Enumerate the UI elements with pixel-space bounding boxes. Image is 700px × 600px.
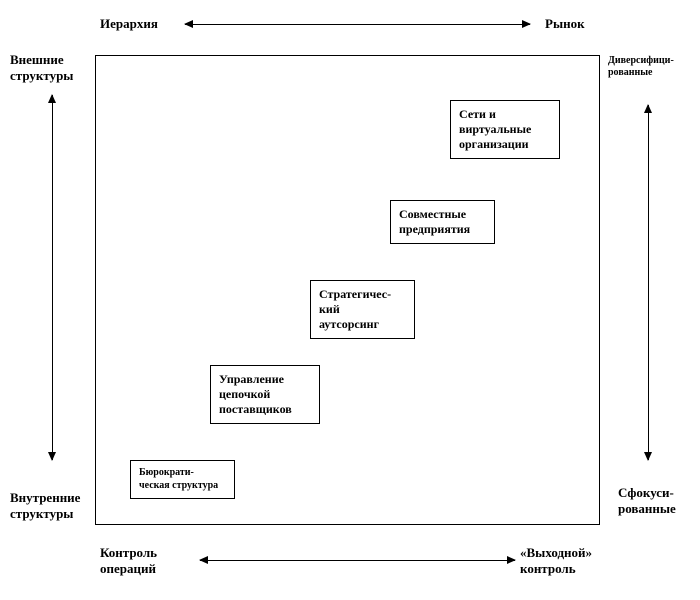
axis-left-top-label: Внешние структуры: [10, 52, 90, 83]
axis-bottom-left-label: Контроль операций: [100, 545, 180, 576]
node-supplychain: Управление цепочкой поставщиков: [210, 365, 320, 424]
node-bureaucracy: Бюрократи- ческая структура: [130, 460, 235, 499]
axis-top-left-label: Иерархия: [100, 16, 158, 32]
node-jointventures: Совместные предприятия: [390, 200, 495, 244]
axis-right-arrow: [648, 105, 649, 460]
axis-left-arrow: [52, 95, 53, 460]
axis-left-bottom-label: Внутренние структуры: [10, 490, 95, 521]
axis-right-bottom-label: Сфокуси- рованные: [618, 485, 698, 516]
axis-bottom-arrow: [200, 560, 515, 561]
axis-top-right-label: Рынок: [545, 16, 585, 32]
node-networks: Сети и виртуальные организации: [450, 100, 560, 159]
node-outsourcing: Стратегичес- кий аутсорсинг: [310, 280, 415, 339]
axis-bottom-right-label: «Выходной» контроль: [520, 545, 610, 576]
axis-right-top-label: Диверсифици- рованные: [608, 55, 698, 79]
axis-top-arrow: [185, 24, 530, 25]
